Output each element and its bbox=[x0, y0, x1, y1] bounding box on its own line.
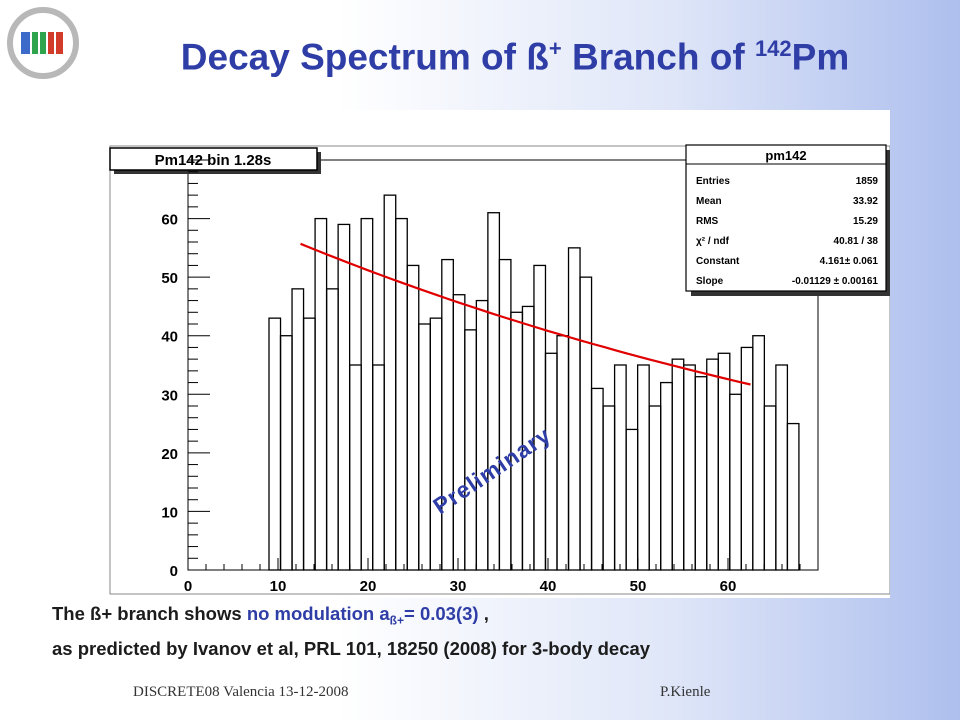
stats-value: 1859 bbox=[856, 176, 879, 187]
histogram-title: Pm142 bin 1.28s bbox=[155, 152, 272, 169]
stats-value: 4.161± 0.061 bbox=[820, 256, 879, 267]
stats-value: -0.01129 ± 0.00161 bbox=[792, 276, 879, 287]
y-tick-label: 50 bbox=[161, 270, 178, 287]
stats-label: Entries bbox=[696, 176, 730, 187]
footer-author: P.Kienle bbox=[660, 684, 711, 700]
stats-label: Constant bbox=[696, 256, 740, 267]
x-tick-label: 40 bbox=[540, 578, 557, 595]
y-tick-label: 30 bbox=[161, 387, 178, 404]
stats-label: RMS bbox=[696, 216, 719, 227]
x-tick-label: 30 bbox=[450, 578, 467, 595]
stats-value: 40.81 / 38 bbox=[834, 236, 879, 247]
fit-line bbox=[300, 242, 751, 386]
x-tick-label: 60 bbox=[720, 578, 737, 595]
caption-line2: as predicted by Ivanov et al, PRL 101, 1… bbox=[52, 637, 651, 659]
y-tick-label: 40 bbox=[161, 329, 178, 346]
x-tick-label: 20 bbox=[360, 578, 377, 595]
x-tick-label: 10 bbox=[270, 578, 287, 595]
stats-value: 33.92 bbox=[853, 196, 878, 207]
stats-label: Mean bbox=[696, 196, 722, 207]
histogram-bin bbox=[786, 422, 800, 571]
stats-box-name: pm142 bbox=[765, 148, 806, 163]
stats-label: Slope bbox=[696, 276, 724, 287]
smi-logo bbox=[7, 7, 79, 79]
stats-value: 15.29 bbox=[853, 216, 878, 227]
stats-box: pm142 Entries 1859 Mean 33.92 RMS 15.29 χ² / n… bbox=[685, 144, 890, 296]
x-axis: 0 10 20 30 40 50 60 bbox=[184, 558, 819, 595]
x-tick-label: 0 bbox=[184, 578, 192, 595]
slide-title: Decay Spectrum of ß+ Branch of 142Pm bbox=[180, 36, 850, 78]
y-tick-label: 20 bbox=[161, 446, 178, 463]
footer-event: DISCRETE08 Valencia 13-12-2008 bbox=[133, 684, 349, 700]
histogram-chart: Pm142 bin 1.28s 0 10 20 30 40 50 60 0 10 20 30 40 5… bbox=[109, 144, 890, 595]
caption-line1: The ß+ branch shows no modulation aß+= 0… bbox=[52, 603, 489, 628]
y-axis: 0 10 20 30 40 50 60 bbox=[161, 159, 210, 580]
y-tick-label: 10 bbox=[161, 504, 178, 521]
stats-label: χ² / ndf bbox=[696, 236, 730, 247]
x-tick-label: 50 bbox=[630, 578, 647, 595]
y-tick-label: 60 bbox=[161, 212, 178, 229]
caption: The ß+ branch shows no modulation aß+= 0… bbox=[52, 600, 952, 663]
histogram-title-box: Pm142 bin 1.28s bbox=[109, 147, 321, 174]
histogram-bins bbox=[268, 194, 800, 571]
y-tick-label: 0 bbox=[170, 563, 178, 580]
